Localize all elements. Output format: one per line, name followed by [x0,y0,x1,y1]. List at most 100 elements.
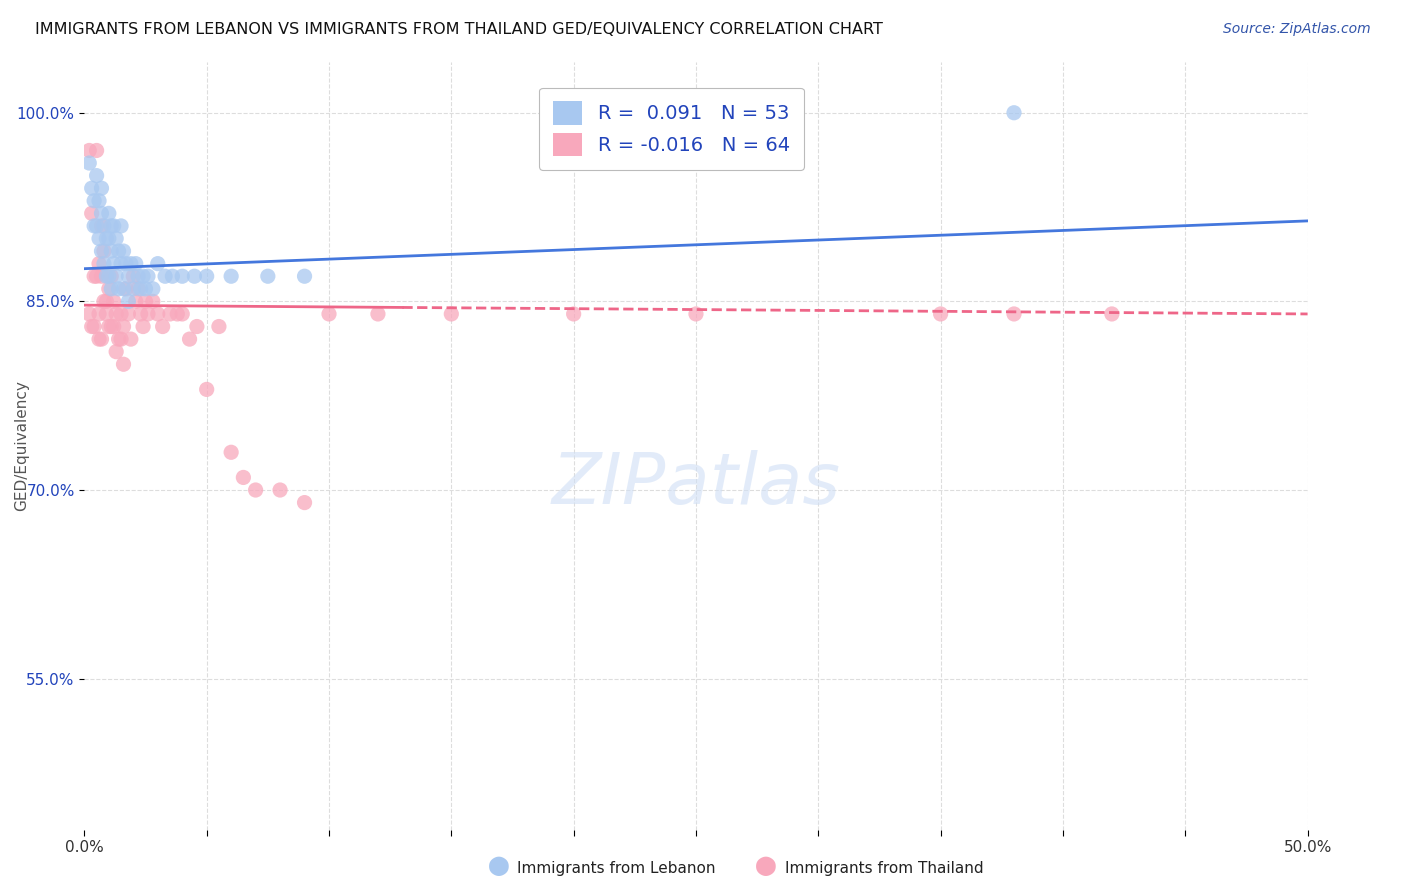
Point [136,307,159,321]
Text: Source: ZipAtlas.com: Source: ZipAtlas.com [1223,22,1371,37]
Point [129,282,152,296]
Point [87,332,110,346]
Point [318,307,340,321]
Point [112,319,135,334]
Point [146,307,169,321]
Point [105,307,128,321]
Point [117,294,139,309]
Point [115,282,138,296]
Point [245,483,267,497]
Point [105,269,128,284]
Point [103,257,125,271]
Point [172,269,194,284]
Point [183,269,205,284]
Point [367,307,389,321]
Point [159,307,181,321]
Point [100,244,122,258]
Point [96,294,118,309]
Point [80,206,103,220]
Point [97,319,120,334]
Point [87,307,110,321]
Point [110,257,132,271]
Point [97,231,120,245]
Text: Immigrants from Thailand: Immigrants from Thailand [785,861,983,876]
Point [1002,105,1025,120]
Text: Immigrants from Lebanon: Immigrants from Lebanon [517,861,716,876]
Point [166,307,188,321]
Point [127,269,149,284]
Point [86,144,108,158]
Point [87,257,110,271]
Point [1002,307,1025,321]
Point [100,269,122,284]
Point [294,269,316,284]
Point [110,219,132,233]
Point [100,219,122,233]
Point [179,332,201,346]
Point [115,257,138,271]
Point [153,269,176,284]
Point [83,319,105,334]
Point [103,319,125,334]
Point [125,257,148,271]
Point [162,269,184,284]
Point [142,282,165,296]
Point [257,269,280,284]
Point [127,282,149,296]
Point [142,294,165,309]
Point [107,244,129,258]
Point [93,219,115,233]
Point [86,219,108,233]
Point [97,282,120,296]
Point [135,294,157,309]
Point [90,244,112,258]
Point [90,269,112,284]
Point [103,294,125,309]
Y-axis label: GED/Equivalency: GED/Equivalency [14,381,28,511]
Point [105,231,128,245]
Point [90,206,112,220]
Point [90,181,112,195]
Point [93,294,115,309]
Point [195,269,218,284]
Point [122,269,145,284]
Point [219,445,242,459]
Point [80,181,103,195]
Point [440,307,463,321]
Point [232,470,254,484]
Point [208,319,231,334]
Point [83,219,105,233]
Point [87,194,110,208]
Point [929,307,952,321]
Point [125,294,148,309]
Point [129,307,152,321]
Point [1101,307,1123,321]
Point [136,269,159,284]
Point [100,319,122,334]
Point [269,483,291,497]
Point [86,169,108,183]
Point [117,307,139,321]
Point [132,269,155,284]
Point [112,244,135,258]
Point [562,307,585,321]
Point [83,269,105,284]
Point [132,319,155,334]
Point [97,269,120,284]
Point [117,269,139,284]
Point [86,269,108,284]
Point [122,282,145,296]
Point [135,282,157,296]
Point [96,231,118,245]
Point [90,332,112,346]
Point [93,244,115,258]
Text: IMMIGRANTS FROM LEBANON VS IMMIGRANTS FROM THAILAND GED/EQUIVALENCY CORRELATION : IMMIGRANTS FROM LEBANON VS IMMIGRANTS FR… [35,22,883,37]
Point [110,332,132,346]
Point [107,282,129,296]
Point [685,307,707,321]
Point [172,307,194,321]
Point [103,219,125,233]
Point [77,307,100,321]
Point [112,357,135,371]
Point [195,383,218,397]
